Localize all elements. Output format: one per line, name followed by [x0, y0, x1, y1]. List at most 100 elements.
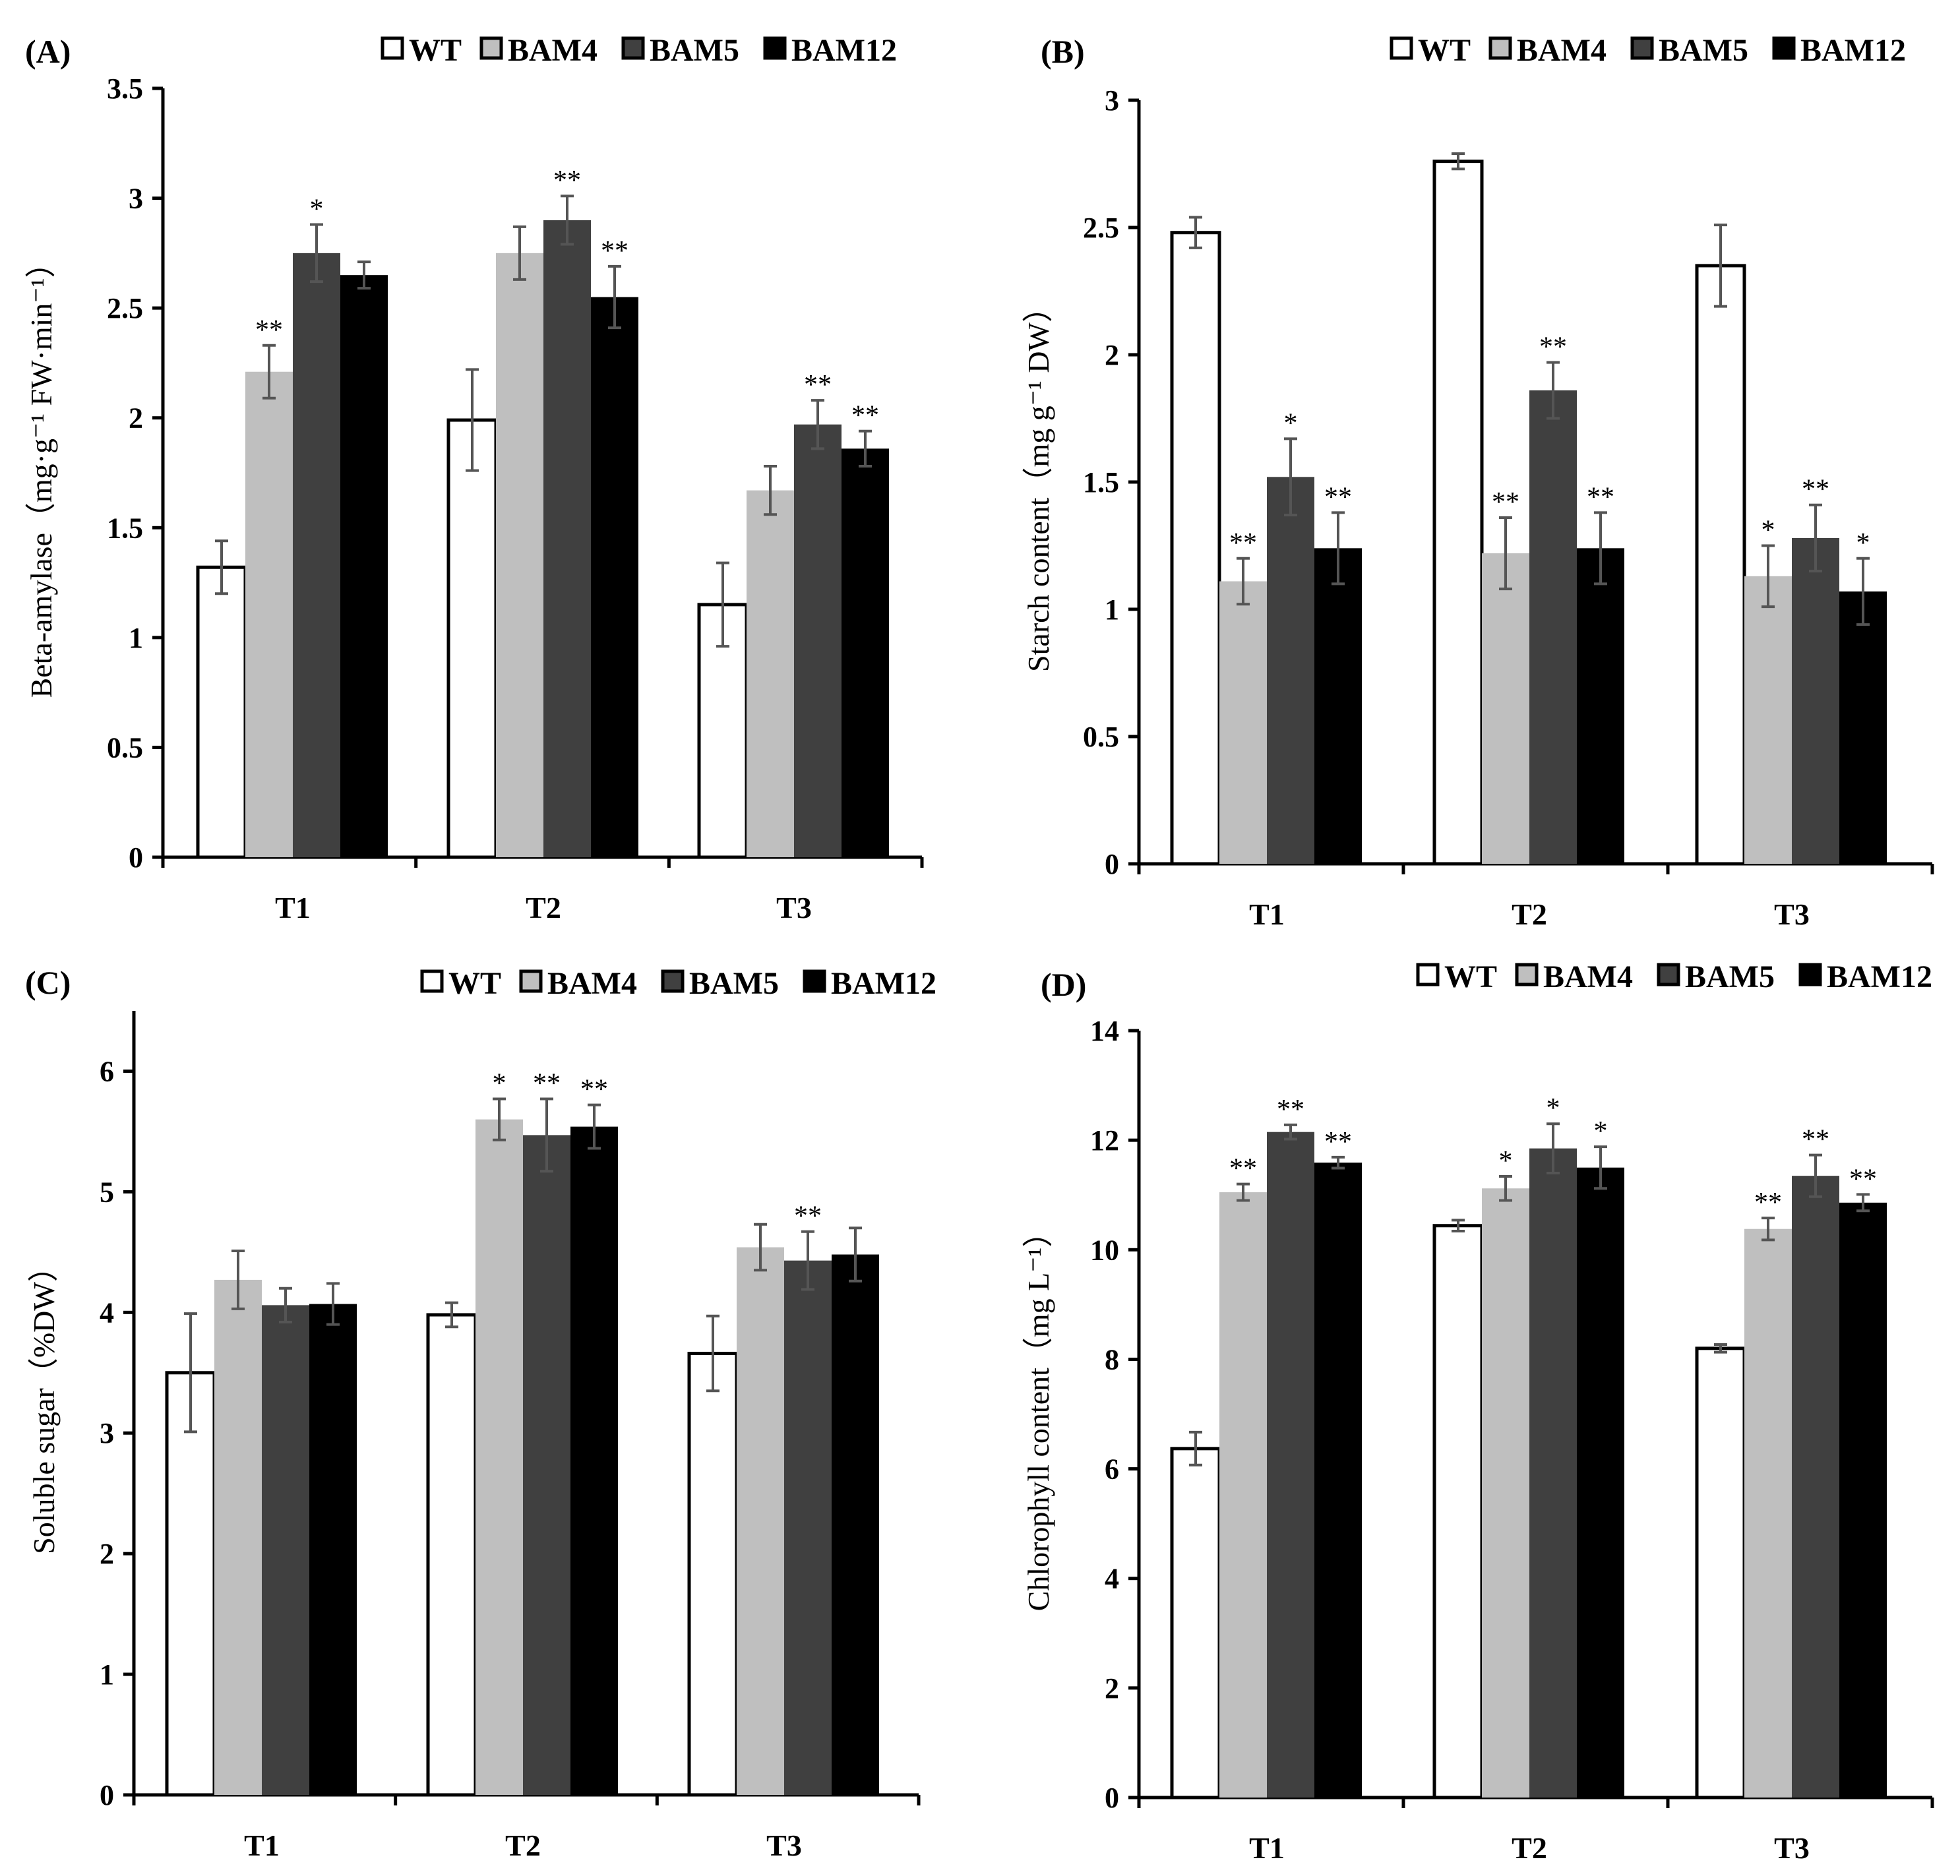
- significance-mark: *: [1547, 1093, 1560, 1124]
- legend-swatch-bam12: [763, 36, 787, 60]
- significance-mark: *: [1499, 1146, 1513, 1176]
- y-tick-label: 1: [129, 622, 143, 654]
- significance-mark: **: [794, 1201, 822, 1232]
- y-tick-label: 1.5: [1083, 466, 1119, 499]
- bar-bam5-t1: [262, 1305, 309, 1795]
- y-tick-label: 2: [1105, 339, 1119, 371]
- bar-bam4-t1: [245, 371, 293, 857]
- y-tick-label: 0: [129, 841, 143, 874]
- bar-bam4-t2: [1482, 553, 1529, 864]
- bar-bam12-t2: [570, 1126, 618, 1795]
- bar-bam5-t3: [794, 424, 842, 857]
- bar-bam4-t2: [496, 253, 543, 857]
- legend-label-wt: WT: [1418, 33, 1471, 68]
- panel-label: (D): [1041, 966, 1086, 1003]
- x-category-label: T2: [1512, 897, 1547, 931]
- legend-label-bam12: BAM12: [831, 966, 936, 1001]
- x-category-label: T1: [244, 1829, 280, 1862]
- legend-swatch-bam4: [1515, 963, 1539, 986]
- x-category-label: T2: [505, 1829, 541, 1862]
- bar-bam12-t2: [591, 297, 638, 857]
- bar-bam12-t1: [340, 275, 388, 858]
- panel-label: (C): [25, 964, 71, 1001]
- bar-bam12-t1: [309, 1304, 357, 1795]
- bar-bam4-t3: [1744, 1228, 1792, 1798]
- significance-mark: **: [1802, 475, 1829, 505]
- legend-swatch-wt: [420, 969, 444, 993]
- y-tick-label: 2.5: [1083, 212, 1119, 244]
- significance-mark: **: [1587, 482, 1614, 512]
- bar-bam12-t3: [1839, 591, 1887, 864]
- legend-label-bam5: BAM5: [1685, 959, 1775, 994]
- legend-swatch-bam5: [1630, 36, 1654, 60]
- legend-swatch-bam12: [1798, 963, 1822, 986]
- significance-mark: *: [1856, 528, 1870, 559]
- significance-mark: **: [533, 1069, 561, 1099]
- significance-mark: **: [1324, 482, 1352, 512]
- y-axis-title: Beta-amylase（mg·g⁻¹ FW·min⁻¹）: [24, 248, 58, 698]
- legend-swatch-bam12: [1772, 36, 1796, 60]
- panel-label: (A): [25, 33, 71, 70]
- bar-bam12-t3: [842, 448, 889, 857]
- significance-mark: **: [1754, 1188, 1782, 1218]
- legend-label-bam12: BAM12: [1827, 959, 1932, 994]
- bar-wt-t2: [426, 1313, 477, 1797]
- x-category-label: T1: [1249, 1831, 1285, 1865]
- y-axis-title: Soluble sugar（%DW）: [27, 1252, 61, 1554]
- y-tick-label: 2.5: [107, 292, 143, 324]
- legend-swatch-wt: [1390, 36, 1413, 60]
- bar-bam5-t1: [293, 253, 340, 857]
- y-tick-label: 0: [100, 1779, 114, 1811]
- y-tick-label: 1: [100, 1658, 114, 1691]
- legend-swatch-bam4: [1488, 36, 1512, 60]
- significance-mark: **: [1492, 487, 1519, 518]
- legend-label-bam4: BAM4: [547, 966, 637, 1001]
- bar-wt-t1: [1170, 1447, 1221, 1800]
- significance-mark: **: [804, 370, 832, 400]
- legend-label-bam12: BAM12: [791, 33, 897, 68]
- bar-bam5-t2: [523, 1135, 570, 1795]
- y-tick-label: 3: [1105, 84, 1119, 117]
- legend-swatch-bam5: [621, 36, 645, 60]
- bar-bam4-t2: [475, 1119, 523, 1795]
- significance-mark: **: [601, 236, 628, 266]
- bar-bam5-t2: [1529, 1148, 1577, 1798]
- legend-label-wt: WT: [448, 966, 501, 1001]
- significance-mark: *: [310, 195, 324, 225]
- panel-d: (D) WT BAM4 BAM5 BAM12 0 2 4 6 8 10 12 14 Chlorophyll…: [1022, 959, 1934, 1865]
- y-tick-label: 0: [1105, 1782, 1119, 1814]
- bar-bam4-t1: [214, 1279, 262, 1795]
- significance-mark: *: [1761, 516, 1775, 546]
- y-tick-label: 8: [1105, 1343, 1119, 1376]
- y-tick-label: 0.5: [107, 731, 143, 764]
- bar-bam12-t2: [1577, 1167, 1624, 1798]
- legend-label-bam5: BAM5: [689, 966, 779, 1001]
- bar-bam5-t3: [1792, 1176, 1839, 1798]
- y-tick-label: 6: [1105, 1453, 1119, 1486]
- legend-label-bam4: BAM4: [1543, 959, 1633, 994]
- legend-label-wt: WT: [1444, 959, 1497, 994]
- bar-bam4-t3: [1744, 576, 1792, 864]
- bar-bam12-t1: [1314, 548, 1362, 864]
- y-tick-label: 5: [100, 1176, 114, 1208]
- x-category-label: T3: [1774, 1831, 1810, 1865]
- bar-bam5-t2: [1529, 390, 1577, 864]
- y-tick-label: 4: [100, 1296, 114, 1329]
- y-tick-label: 2: [1105, 1672, 1119, 1705]
- bar-bam4-t1: [1219, 581, 1267, 864]
- bar-bam4-t1: [1219, 1192, 1267, 1798]
- legend-label-bam5: BAM5: [1659, 33, 1748, 68]
- bar-wt-t3: [687, 1352, 739, 1797]
- y-tick-label: 10: [1090, 1234, 1119, 1266]
- bar-bam4-t3: [747, 490, 794, 857]
- significance-mark: **: [1324, 1127, 1352, 1157]
- legend-swatch-bam5: [661, 969, 685, 993]
- y-tick-label: 3: [100, 1417, 114, 1449]
- x-category-label: T1: [275, 891, 311, 924]
- legend-swatch-bam5: [1657, 963, 1680, 986]
- bar-wt-t3: [1695, 1346, 1746, 1800]
- legend-swatch-bam4: [519, 969, 543, 993]
- bar-wt-t2: [1432, 1224, 1484, 1800]
- bar-wt-t2: [1432, 160, 1484, 866]
